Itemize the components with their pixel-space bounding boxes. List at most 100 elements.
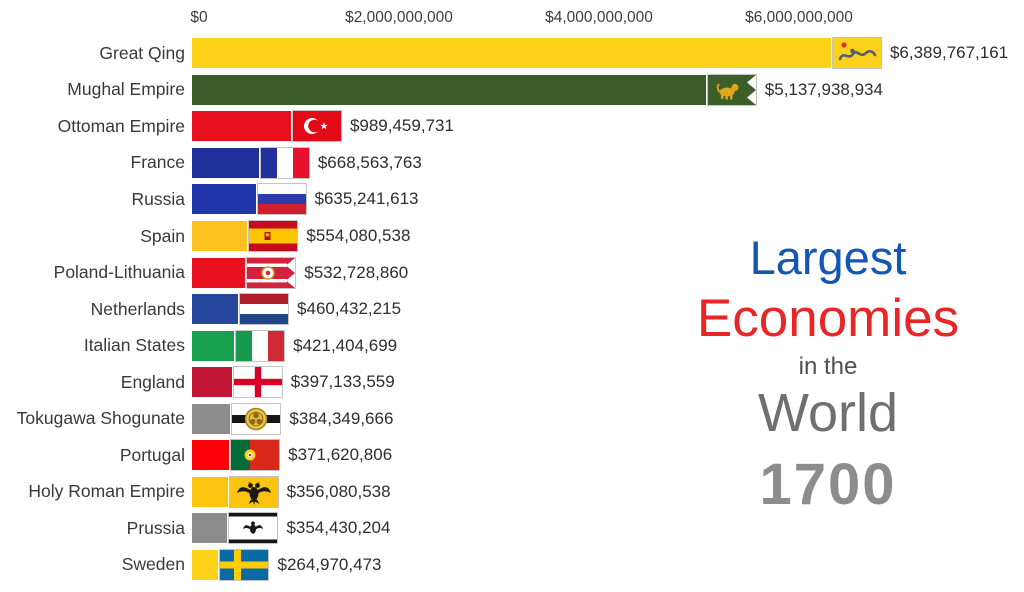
country-label: Italian States	[83, 335, 185, 356]
country-label: Poland-Lithuania	[53, 262, 185, 283]
bar-zone: $635,241,613	[192, 183, 1024, 216]
russia-flag-icon	[256, 183, 307, 216]
bar-row: England $397,133,559	[0, 364, 1024, 401]
value-label: $371,620,806	[288, 445, 393, 465]
country-label: Holy Roman Empire	[28, 481, 185, 502]
england-st-george-flag-icon	[232, 366, 283, 399]
mughal-alam-flag-icon	[706, 73, 757, 106]
bar-zone: $532,728,860	[192, 256, 1024, 289]
bar-row: Netherlands $460,432,215	[0, 291, 1024, 328]
value-label: $6,389,767,161	[889, 43, 1009, 63]
value-label: $554,080,538	[306, 226, 411, 245]
axis-tick-label: $6,000,000,000	[745, 9, 853, 26]
bar-row: Italian States $421,404,699	[0, 327, 1024, 364]
bar-zone: $460,432,215	[192, 293, 1024, 326]
country-label: Russia	[131, 188, 186, 209]
qing-dragon-flag-icon	[831, 37, 882, 70]
value-bar	[192, 476, 228, 507]
country-label: Mughal Empire	[67, 79, 185, 100]
bar-zone: $668,563,763	[192, 146, 1024, 179]
country-label: Tokugawa Shogunate	[16, 408, 185, 429]
country-label: Great Qing	[99, 42, 185, 63]
prussia-eagle-flag-icon	[228, 512, 279, 545]
value-bar	[192, 440, 230, 471]
bar-zone: $354,430,204	[192, 512, 1024, 545]
axis-tick-label: $4,000,000,000	[545, 9, 653, 26]
value-label: $5,137,938,934	[764, 79, 883, 99]
bar-row: France $668,563,763	[0, 145, 1024, 182]
bar-row: Great Qing $6,389,767,161	[0, 35, 1024, 72]
value-bar	[192, 294, 239, 325]
value-bar	[192, 330, 235, 361]
bar-zone: $264,970,473	[192, 548, 1024, 581]
bar-row: Prussia $354,430,204	[0, 510, 1024, 547]
title-word-economies: Economies	[696, 289, 960, 348]
sweden-flag-icon	[219, 548, 270, 581]
value-bar	[192, 257, 246, 288]
value-label: $421,404,699	[293, 335, 398, 355]
bar-row: Poland-Lithuania $532,728,860	[0, 254, 1024, 291]
bar-row: Holy Roman Empire $356,080,538	[0, 474, 1024, 511]
bar-zone: $5,137,938,934	[192, 73, 1024, 106]
value-bar	[192, 147, 259, 178]
country-label: Netherlands	[90, 298, 185, 319]
value-bar	[192, 513, 228, 544]
title-year: 1700	[759, 452, 897, 517]
ottoman-flag-icon	[291, 110, 342, 143]
value-label: $668,563,763	[317, 152, 422, 172]
bar-row: Ottoman Empire $989,459,731	[0, 108, 1024, 145]
spain-flag-icon	[248, 220, 299, 252]
bar-zone: $384,349,666	[192, 402, 1024, 435]
country-label: Sweden	[121, 554, 185, 575]
tokugawa-mon-flag-icon	[231, 402, 282, 435]
bar-zone: $6,389,767,161	[192, 37, 1024, 70]
bar-row: Russia $635,241,613	[0, 181, 1024, 218]
value-label: $354,430,204	[286, 518, 391, 538]
title-word-largest: Largest	[749, 231, 907, 284]
country-label: Ottoman Empire	[57, 115, 185, 136]
axis-tick-label: $0	[190, 9, 208, 26]
value-label: $532,728,860	[304, 262, 409, 282]
italy-flag-icon	[235, 329, 286, 362]
bar-zone: $356,080,538	[192, 475, 1024, 508]
value-bar	[192, 111, 291, 142]
bar-zone: $989,459,731	[192, 110, 1024, 143]
bar-row: Sweden $264,970,473	[0, 547, 1024, 584]
bar-row: Spain $554,080,538	[0, 218, 1024, 255]
bar-chart: Great Qing $6,389,767,161 Mughal Empire $5,…	[0, 35, 1024, 583]
axis-tick-label: $2,000,000,000	[345, 9, 453, 26]
value-label: $397,133,559	[290, 372, 395, 392]
bar-zone: $371,620,806	[192, 439, 1024, 472]
value-bar	[192, 74, 706, 105]
value-label: $989,459,731	[349, 116, 454, 136]
netherlands-flag-icon	[239, 293, 290, 326]
value-bar	[192, 221, 248, 251]
value-label: $460,432,215	[297, 299, 402, 319]
bar-row: Tokugawa Shogunate $384,349,666	[0, 400, 1024, 437]
title-word-world: World	[757, 383, 899, 443]
country-label: England	[120, 371, 185, 392]
value-bar	[192, 549, 219, 580]
value-bar	[192, 184, 256, 215]
value-label: $356,080,538	[286, 481, 391, 501]
bar-row: Mughal Empire $5,137,938,934	[0, 72, 1024, 109]
value-label: $635,241,613	[314, 189, 419, 209]
chart-title: Largest Economies in the World 1700	[628, 234, 1024, 514]
value-label: $264,970,473	[277, 554, 382, 574]
country-label: France	[130, 152, 185, 173]
value-label: $384,349,666	[289, 408, 394, 428]
country-label: Prussia	[126, 517, 185, 538]
bar-zone: $421,404,699	[192, 329, 1024, 362]
country-label: Portugal	[119, 444, 185, 465]
title-word-in-the: in the	[798, 353, 858, 380]
value-bar	[192, 38, 831, 69]
holy-roman-empire-eagle-flag-icon	[228, 475, 279, 508]
bar-zone: $554,080,538	[192, 220, 1024, 252]
poland-lithuania-banner-icon	[246, 256, 297, 289]
value-bar	[192, 403, 231, 434]
x-axis: $0 $2,000,000,000 $4,000,000,000 $6,000,000…	[0, 0, 1024, 34]
bar-row: Portugal $371,620,806	[0, 437, 1024, 474]
portugal-flag-icon	[230, 439, 281, 472]
country-label: Spain	[140, 225, 185, 246]
bar-zone: $397,133,559	[192, 366, 1024, 399]
